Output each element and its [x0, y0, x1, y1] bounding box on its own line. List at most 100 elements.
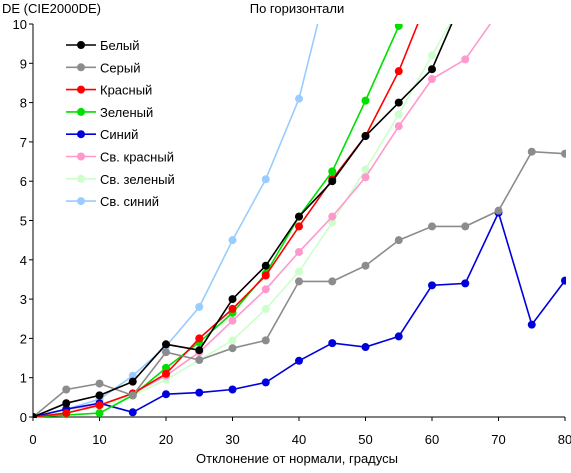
- data-point-light-blue: [128, 371, 137, 380]
- data-point-green: [162, 363, 170, 372]
- series-layer: [33, 24, 566, 418]
- series-line-red: [33, 24, 419, 418]
- legend-label: Серый: [100, 60, 140, 75]
- y-tick-label: 9: [20, 56, 27, 71]
- data-point-light-red: [295, 247, 303, 256]
- data-point-red: [62, 409, 71, 418]
- data-point-white: [261, 261, 270, 270]
- data-point-red: [162, 369, 170, 378]
- data-point-gray: [361, 261, 370, 270]
- legend-swatch-marker: [77, 85, 85, 94]
- series-red: [33, 24, 419, 418]
- data-point-light-red: [361, 173, 370, 182]
- data-point-light-blue: [195, 302, 204, 311]
- data-point-blue: [361, 343, 370, 352]
- data-point-light-blue: [228, 236, 237, 245]
- series-line-white: [33, 24, 453, 418]
- series-line-green: [33, 24, 401, 418]
- data-point-light-red: [228, 316, 237, 325]
- legend-item-light-blue: Св. синий: [66, 194, 159, 209]
- legend-label: Красный: [100, 83, 152, 98]
- legend-label: Синий: [100, 127, 138, 142]
- legend-item-light-red: Св. красный: [66, 150, 174, 165]
- data-point-blue: [461, 279, 470, 288]
- x-tick-label: 0: [29, 432, 36, 447]
- data-point-gray: [128, 391, 137, 400]
- legend-swatch-marker: [77, 41, 85, 49]
- data-point-gray: [394, 236, 403, 245]
- legend-label: Св. красный: [100, 150, 174, 165]
- legend-label: Св. зеленый: [100, 172, 175, 187]
- data-point-green: [95, 409, 104, 418]
- legend-swatch-marker: [77, 63, 85, 72]
- series-gray: [33, 147, 566, 418]
- data-point-white: [33, 413, 37, 418]
- data-point-blue: [428, 281, 436, 290]
- data-point-light-green: [394, 110, 403, 119]
- legend-item-light-green: Св. зеленый: [66, 172, 175, 187]
- data-point-red: [394, 67, 403, 76]
- data-point-light-green: [228, 336, 237, 345]
- legend-label: Зеленый: [100, 105, 153, 120]
- data-point-white: [62, 399, 71, 408]
- y-tick-label: 10: [13, 17, 27, 32]
- data-point-light-red: [328, 212, 337, 221]
- x-tick-label: 40: [292, 432, 306, 447]
- data-point-gray: [461, 222, 470, 231]
- data-point-blue: [195, 388, 204, 397]
- data-point-blue: [527, 320, 536, 329]
- legend-swatch-marker: [77, 197, 85, 206]
- data-point-white: [128, 377, 137, 386]
- series-white: [33, 24, 453, 418]
- data-point-green: [328, 167, 337, 176]
- data-point-gray: [328, 277, 337, 286]
- data-point-red: [228, 304, 237, 313]
- data-point-gray: [494, 206, 503, 215]
- data-point-gray: [295, 277, 303, 286]
- data-point-gray: [527, 147, 536, 156]
- data-point-white: [394, 98, 403, 107]
- data-point-green: [361, 96, 370, 105]
- data-point-blue: [128, 408, 137, 417]
- x-tick-label: 50: [358, 432, 372, 447]
- x-tick-label: 70: [491, 432, 505, 447]
- y-tick-label: 7: [20, 135, 27, 150]
- data-point-red: [195, 334, 204, 343]
- data-point-light-blue: [295, 94, 303, 103]
- data-point-red: [95, 401, 104, 410]
- data-point-blue: [261, 378, 270, 387]
- data-point-gray: [561, 149, 566, 158]
- data-point-gray: [195, 356, 204, 365]
- data-point-green: [394, 24, 403, 30]
- data-point-gray: [62, 385, 71, 394]
- data-point-light-green: [361, 165, 370, 174]
- data-point-blue: [394, 332, 403, 341]
- data-point-light-blue: [261, 175, 270, 184]
- y-tick-label: 3: [20, 292, 27, 307]
- data-point-white: [95, 391, 104, 400]
- data-point-white: [328, 177, 337, 186]
- legend-item-white: Белый: [66, 38, 140, 53]
- y-axis-title: DE (CIE2000DE): [2, 1, 101, 16]
- series-blue: [33, 208, 566, 418]
- data-point-light-green: [428, 51, 436, 60]
- legend-label: Белый: [100, 38, 140, 53]
- data-point-gray: [228, 344, 237, 353]
- data-point-white: [162, 340, 170, 349]
- series-line-blue: [33, 210, 566, 418]
- data-point-light-green: [261, 304, 270, 313]
- data-point-white: [195, 346, 204, 355]
- data-point-blue: [328, 339, 337, 348]
- data-point-gray: [261, 336, 270, 345]
- data-point-gray: [95, 379, 104, 388]
- legend-label: Св. синий: [100, 194, 159, 209]
- data-point-light-green: [295, 267, 303, 276]
- x-tick-label: 80: [558, 432, 571, 447]
- y-tick-label: 4: [20, 253, 27, 268]
- x-tick-label: 30: [225, 432, 239, 447]
- x-tick-label: 60: [425, 432, 439, 447]
- data-point-light-red: [261, 285, 270, 294]
- y-tick-label: 6: [20, 174, 27, 189]
